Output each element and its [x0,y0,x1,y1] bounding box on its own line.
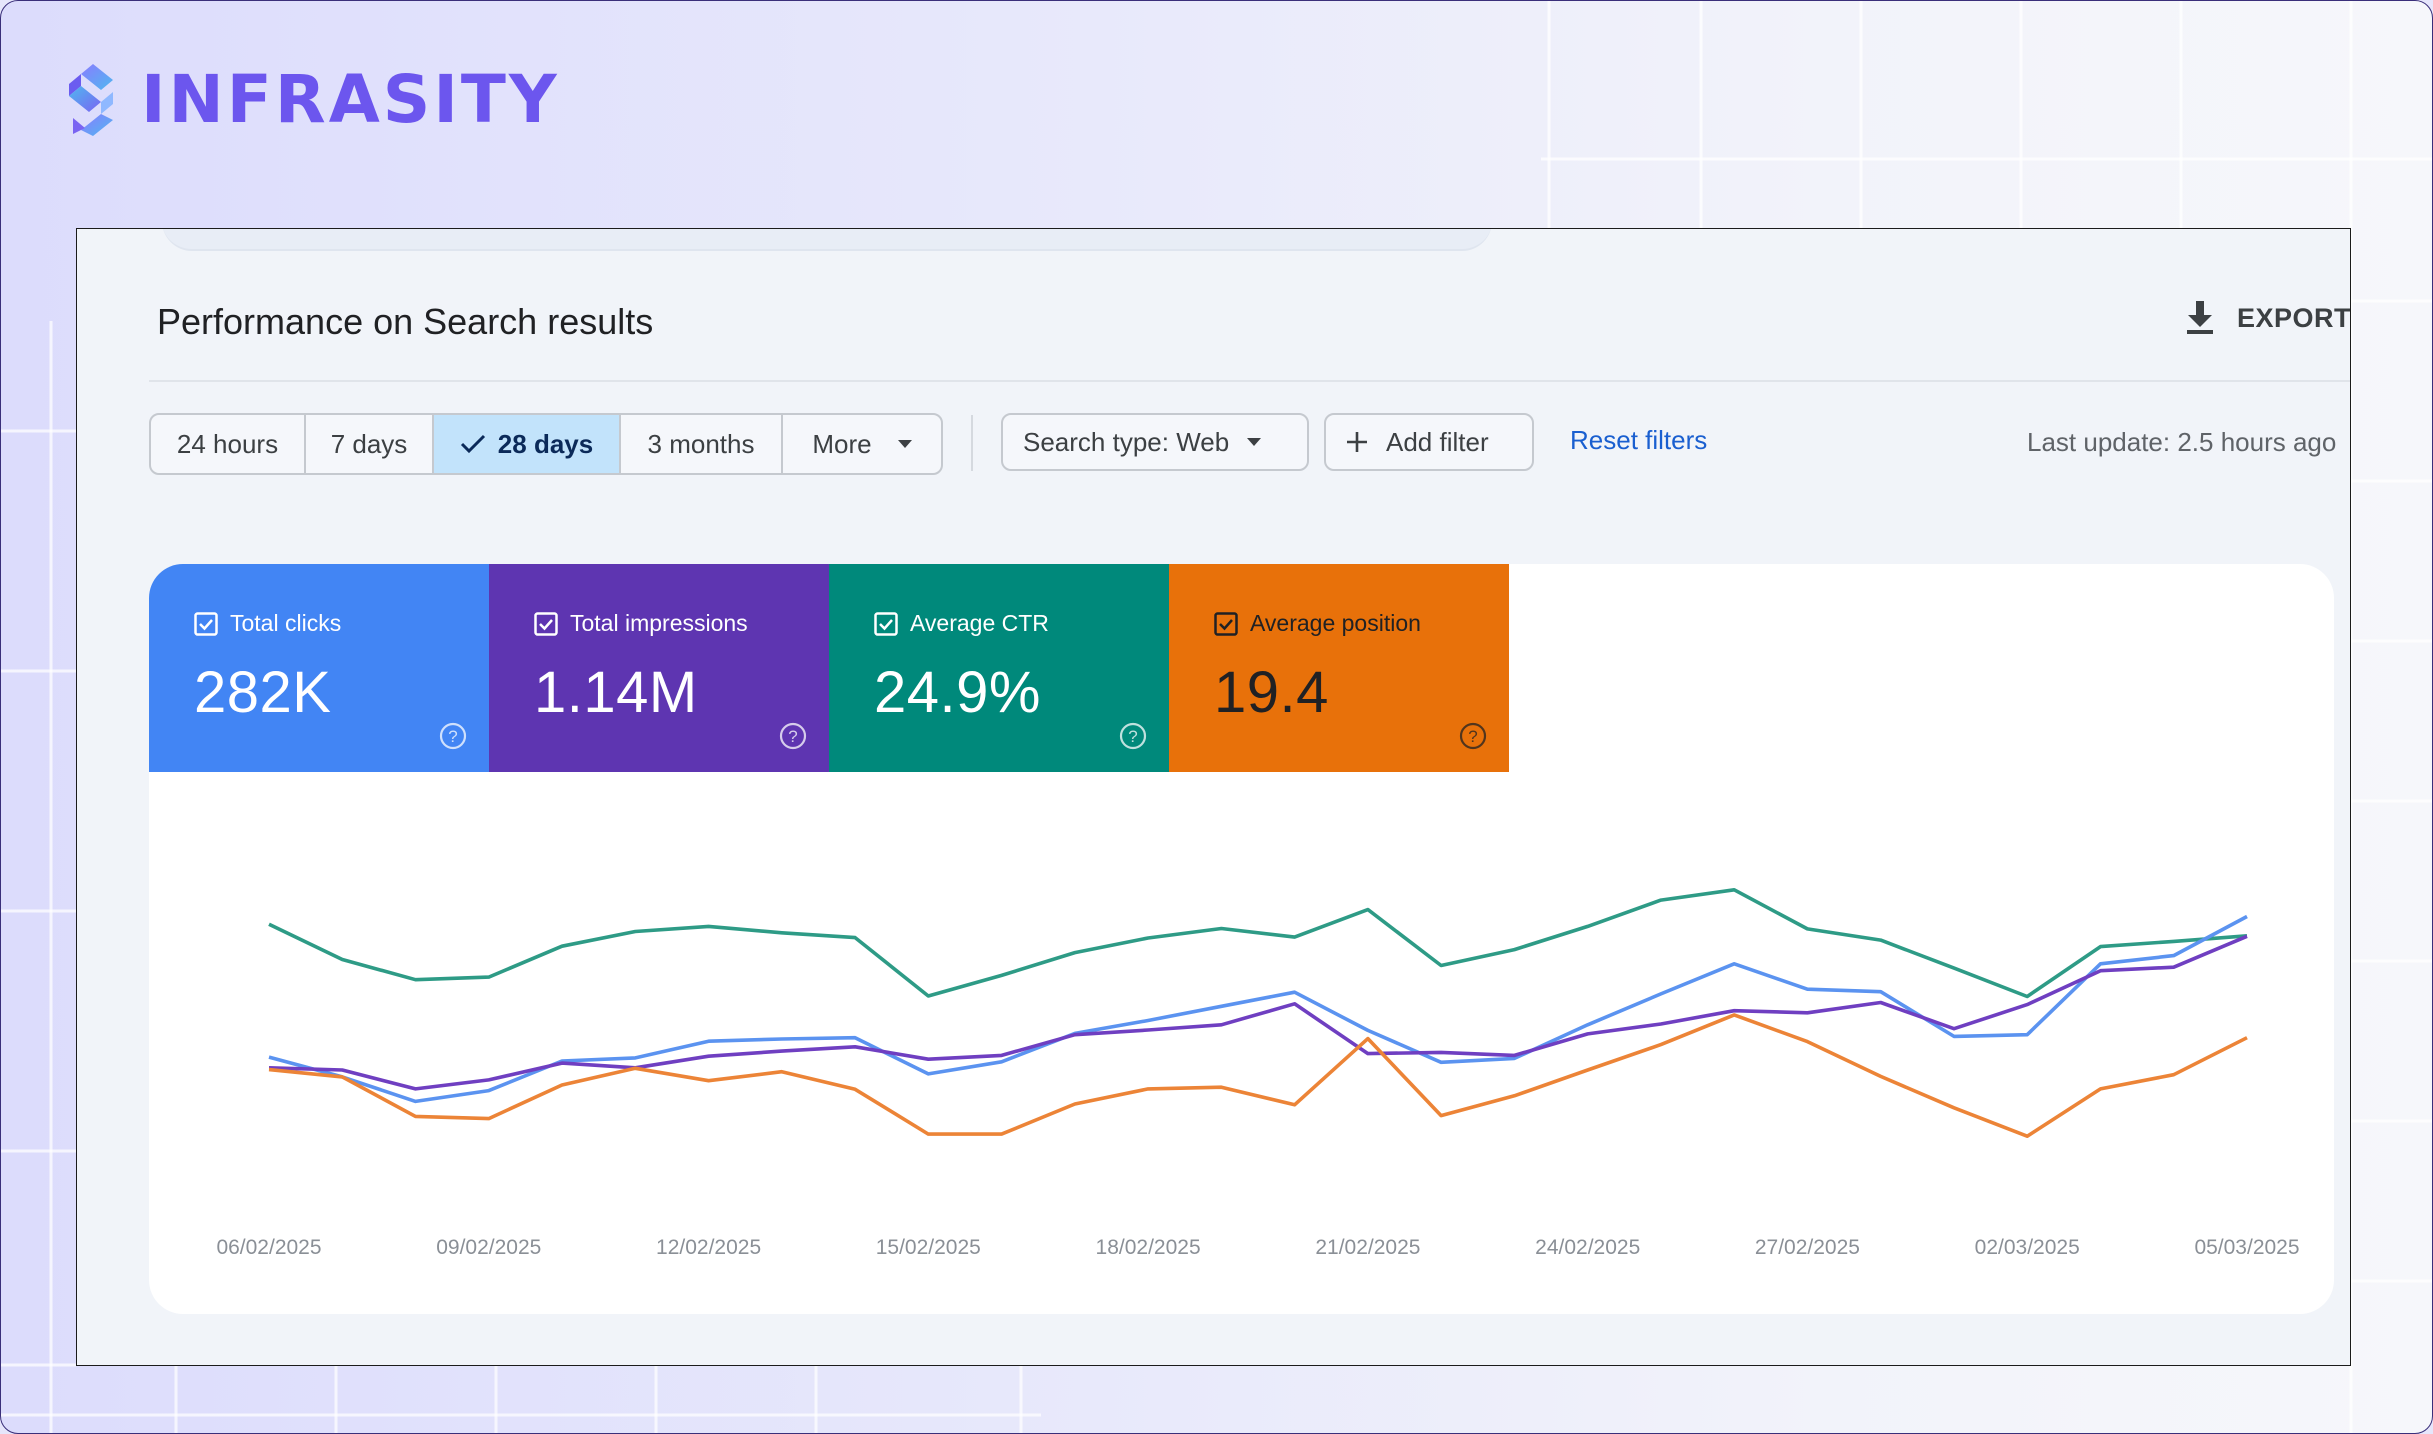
page-title: Performance on Search results [157,301,654,342]
checkbox-checked-icon[interactable] [1214,611,1238,636]
metric-label: Total impressions [570,610,748,636]
metric-card-total-clicks[interactable]: Total clicks 282K ? [149,564,489,772]
help-icon[interactable]: ? [439,722,467,750]
metric-value: 1.14M [534,660,698,725]
search-console-panel: Performance on Search results EXPORT 24 … [76,228,2351,1366]
metric-value: 24.9% [874,660,1041,725]
export-label: EXPORT [2237,302,2351,333]
add-filter-label: Add filter [1386,426,1489,457]
svg-text:?: ? [788,727,797,746]
metric-value: 19.4 [1214,660,1329,725]
caret-down-icon [1247,438,1262,446]
infrasity-logo-icon [69,63,113,136]
chart-series-layer [268,888,2248,1139]
x-tick-label: 06/02/2025 [216,1236,321,1259]
series-line-average-position [268,1013,2248,1139]
panel-top-strip [162,229,1492,251]
download-icon [2187,301,2213,334]
help-icon[interactable]: ? [779,722,807,750]
metric-card-total-impressions[interactable]: Total impressions 1.14M ? [489,564,829,772]
date-range-24-hours[interactable]: 24 hours [151,415,306,473]
date-range-label: 28 days [497,428,594,459]
add-filter-button[interactable]: Add filter [1324,413,1534,471]
last-update-text: Last update: 2.5 hours ago [2027,427,2337,457]
metric-card-average-ctr[interactable]: Average CTR 24.9% ? [829,564,1169,772]
export-button[interactable]: EXPORT [2185,301,2351,335]
metric-label: Average CTR [910,610,1049,636]
series-line-average-ctr [268,888,2248,999]
checkbox-checked-icon[interactable] [874,611,898,636]
plus-icon [1347,432,1367,452]
date-range-selector: 24 hours 7 days 28 days 3 months More [149,413,943,475]
x-tick-label: 15/02/2025 [876,1236,981,1259]
date-range-3-months[interactable]: 3 months [621,415,783,473]
checkbox-checked-icon[interactable] [194,611,218,636]
chart-x-axis-ticks: 06/02/2025 09/02/2025 12/02/2025 15/02/2025… [216,1236,2299,1259]
x-tick-label: 05/03/2025 [2194,1236,2299,1259]
checkbox-checked-icon[interactable] [534,611,558,636]
date-range-label: 24 hours [176,428,279,459]
svg-text:?: ? [448,727,457,746]
date-range-28-days[interactable]: 28 days [434,415,621,473]
search-type-label: Search type: Web [1023,426,1230,457]
series-line-total-impressions [268,934,2248,1091]
date-range-7-days[interactable]: 7 days [306,415,434,473]
date-range-label: More [812,428,872,459]
help-icon[interactable]: ? [1119,722,1147,750]
performance-chart-card: Total clicks 282K ? Total impressions 1.… [149,564,2334,1314]
help-icon[interactable]: ? [1459,722,1487,750]
brand-name: INFRASITY [141,61,560,138]
metric-label: Average position [1250,610,1421,636]
x-tick-label: 24/02/2025 [1535,1236,1640,1259]
caret-down-icon [897,440,912,448]
date-range-label: 3 months [647,428,755,459]
header-divider [149,380,2350,382]
search-type-dropdown[interactable]: Search type: Web [1001,413,1309,471]
x-tick-label: 27/02/2025 [1755,1236,1860,1259]
toolbar-separator [971,415,973,471]
svg-text:?: ? [1128,727,1137,746]
x-tick-label: 09/02/2025 [436,1236,541,1259]
date-range-label: 7 days [330,428,408,459]
performance-line-chart: 06/02/2025 09/02/2025 12/02/2025 15/02/2025… [216,888,2300,1259]
x-tick-label: 12/02/2025 [656,1236,761,1259]
metric-card-average-position[interactable]: Average position 19.4 ? [1169,564,1509,772]
metric-value: 282K [194,660,332,725]
x-tick-label: 02/03/2025 [1975,1236,2080,1259]
metric-label: Total clicks [230,610,342,636]
reset-filters-link[interactable]: Reset filters [1570,425,1708,455]
brand: INFRASITY [67,61,560,138]
svg-text:?: ? [1468,727,1477,746]
x-tick-label: 18/02/2025 [1096,1236,1201,1259]
date-range-more[interactable]: More [783,415,941,473]
check-icon [460,434,485,454]
x-tick-label: 21/02/2025 [1315,1236,1420,1259]
